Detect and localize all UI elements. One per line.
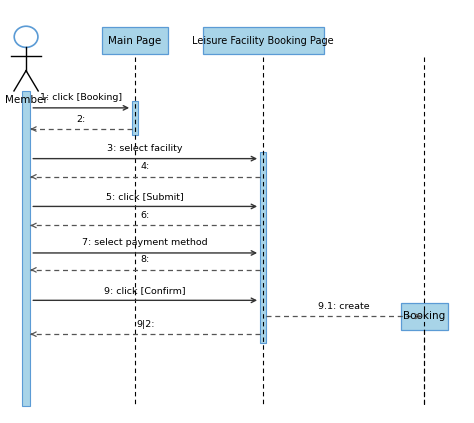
Text: 8:: 8: [140,255,150,264]
FancyBboxPatch shape [401,303,448,330]
FancyBboxPatch shape [132,101,138,135]
Text: 6:: 6: [140,211,150,220]
Text: Main Page: Main Page [109,36,162,46]
Text: 7: select payment method: 7: select payment method [82,239,208,247]
FancyBboxPatch shape [102,27,168,54]
Text: Leisure Facility Booking Page: Leisure Facility Booking Page [192,36,334,46]
FancyBboxPatch shape [203,27,324,54]
Text: Member: Member [5,95,47,105]
Text: 4:: 4: [140,162,150,171]
Text: 5: click [Submit]: 5: click [Submit] [106,192,184,201]
Text: 3: select facility: 3: select facility [108,144,183,153]
FancyBboxPatch shape [260,152,266,343]
Text: 2:: 2: [76,115,86,124]
Text: Booking: Booking [403,311,446,321]
Text: 9: click [Confirm]: 9: click [Confirm] [104,286,186,295]
Text: 9.1: create: 9.1: create [318,302,369,311]
Text: 1: click [Booking]: 1: click [Booking] [40,93,122,102]
Text: 9|2:: 9|2: [136,320,155,329]
FancyBboxPatch shape [22,91,30,406]
